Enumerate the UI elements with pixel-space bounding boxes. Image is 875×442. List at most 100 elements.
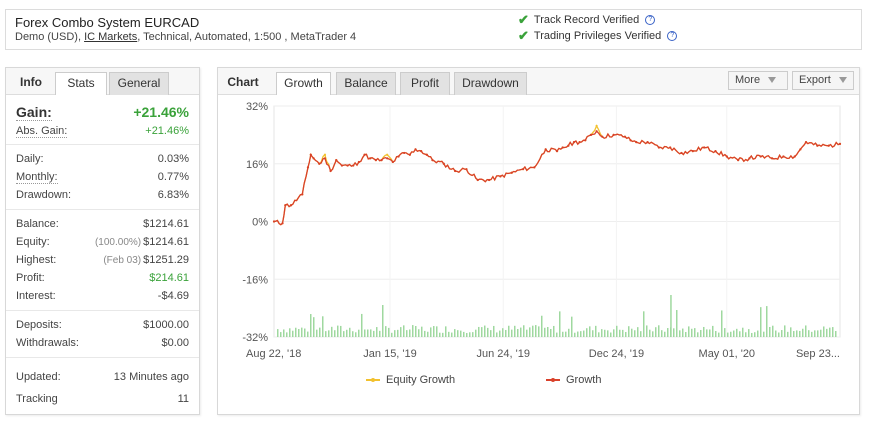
help-icon[interactable]: ? (645, 15, 656, 25)
tab-balance[interactable]: Balance (336, 72, 396, 95)
volume-bar (751, 332, 753, 337)
legend-swatch-growth (546, 378, 560, 382)
volume-bar (631, 328, 633, 337)
volume-bar (511, 329, 513, 337)
volume-bar (406, 330, 408, 337)
y-tick-label: -16% (242, 274, 268, 286)
volume-bar (682, 328, 684, 337)
deposits-group: Deposits: $1000.00 Withdrawals: $0.00 (6, 311, 199, 358)
volume-bar (760, 307, 762, 337)
volume-bar (817, 330, 819, 337)
volume-bar (346, 329, 348, 337)
check-icon: ✔ (518, 12, 529, 27)
volume-bar (337, 325, 339, 337)
volume-bar (502, 328, 504, 337)
growth-point (635, 140, 638, 144)
growth-point (567, 144, 570, 147)
equity-row: Equity: (100.00%) $1214.61 (16, 233, 189, 251)
growth-point (612, 133, 615, 136)
more-dropdown[interactable]: More (728, 71, 788, 90)
volume-bar (829, 327, 831, 337)
y-tick-label: 0% (252, 217, 268, 229)
volume-bar (376, 327, 378, 337)
legend-growth[interactable]: Growth (546, 374, 601, 386)
growth-point (284, 204, 287, 207)
help-icon[interactable]: ? (667, 31, 678, 41)
volume-bar (808, 330, 810, 337)
volume-bar (535, 325, 537, 337)
volume-bar (325, 331, 327, 337)
volume-bar (508, 325, 510, 337)
growth-chart[interactable]: 32% 16% 0% -16% -32% Aug 22, '18 Jan 15, '19 J… (218, 96, 859, 368)
volume-bar (826, 328, 828, 337)
growth-point (589, 133, 593, 136)
volume-bar (805, 325, 807, 337)
growth-point (680, 151, 683, 155)
growth-point (487, 178, 491, 182)
volume-bar (628, 326, 630, 337)
volume-bar (763, 331, 765, 337)
volume-bar (766, 306, 768, 337)
growth-point (318, 162, 321, 165)
volume-bar (694, 328, 696, 337)
volume-bar (589, 326, 591, 337)
daily-value: 0.03% (157, 153, 189, 165)
balance-label: Balance: (16, 218, 59, 230)
volume-bar (436, 326, 438, 337)
gain-label[interactable]: Gain: (16, 103, 52, 121)
y-tick-label: 32% (246, 101, 268, 113)
volume-bar (499, 330, 501, 337)
equity-growth-point (595, 124, 598, 127)
tracking-value[interactable]: 11 (177, 393, 189, 405)
volume-bar (661, 330, 663, 337)
volume-bar (667, 328, 669, 337)
x-tick-label: Jun 24, '19 (476, 348, 529, 360)
y-axis-labels: 32% 16% 0% -16% -32% (242, 101, 268, 344)
trading-privileges-label: Trading Privileges Verified (533, 30, 662, 42)
volume-bar (322, 316, 324, 337)
volume-bar (691, 328, 693, 337)
tab-stats[interactable]: Stats (55, 72, 107, 95)
volume-bar (277, 329, 279, 337)
volume-bar (304, 328, 306, 337)
track-record-label: Track Record Verified (533, 14, 640, 26)
tab-general[interactable]: General (109, 72, 169, 95)
growth-point (272, 220, 276, 223)
growth-point (816, 144, 819, 147)
tab-profit[interactable]: Profit (400, 72, 450, 95)
abs-gain-label[interactable]: Abs. Gain: (16, 124, 68, 138)
volume-bar (310, 314, 312, 337)
growth-point (555, 150, 559, 153)
volume-bar (385, 326, 387, 337)
broker-link[interactable]: IC Markets (84, 31, 138, 43)
volume-bar (388, 327, 390, 337)
equity-value-wrap: (100.00%) $1214.61 (95, 236, 189, 248)
volume-bar (772, 325, 774, 337)
volume-bar (415, 326, 417, 337)
volume-bar (832, 327, 834, 337)
volume-bars (277, 295, 837, 337)
volume-bar (565, 331, 567, 337)
volume-bar (487, 327, 489, 337)
legend-equity-growth[interactable]: Equity Growth (366, 374, 455, 386)
tab-growth[interactable]: Growth (276, 72, 331, 95)
growth-point (425, 153, 428, 156)
chart-lines (272, 124, 842, 226)
balance-value: $1214.61 (143, 218, 189, 230)
volume-bar (757, 330, 759, 337)
export-dropdown[interactable]: Export (792, 71, 854, 90)
growth-point (521, 168, 525, 171)
legend-label-growth: Growth (566, 374, 602, 386)
volume-bar (754, 332, 756, 337)
growth-point (323, 157, 327, 160)
volume-bar (553, 325, 555, 337)
growth-point (306, 166, 310, 169)
volume-bar (616, 325, 618, 337)
tab-drawdown[interactable]: Drawdown (454, 72, 527, 95)
volume-bar (685, 332, 687, 337)
updated-label: Updated: (16, 371, 61, 383)
volume-bar (793, 331, 795, 337)
monthly-label[interactable]: Monthly: (16, 170, 58, 184)
volume-bar (469, 332, 471, 337)
profit-row: Profit: $214.61 (16, 269, 189, 287)
